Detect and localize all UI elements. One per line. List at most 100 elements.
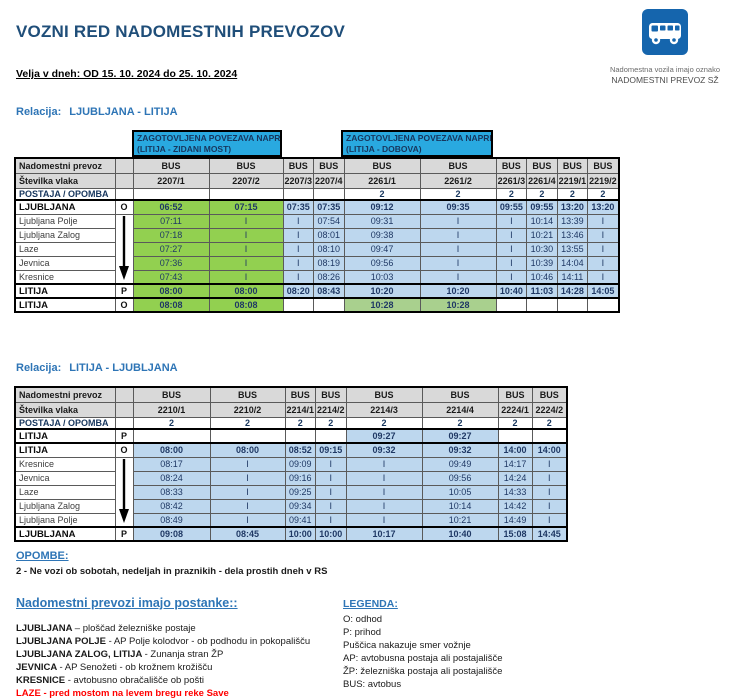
bus-header-cell: BUS — [421, 386, 499, 403]
time-cell: 08:49 — [132, 512, 211, 528]
timetable-row: Jevnica 07:36 I I 08:19 09:56 I I 10:39 14:04 I — [14, 255, 620, 271]
time-cell — [497, 428, 533, 444]
bus-header-cell: BUS — [132, 157, 210, 174]
time-cell: 10:17 — [345, 526, 423, 542]
time-cell: I — [587, 255, 620, 271]
time-cell: 08:00 — [132, 283, 210, 299]
table-ljubljana-litija-wrap: ZAGOTOVLJENA POVEZAVA NAPREJ: (LITIJA - Z… — [14, 130, 620, 313]
bus-header-cell: BUS — [345, 386, 423, 403]
station-cell: LJUBLJANA — [14, 526, 116, 542]
note-cell — [132, 187, 210, 201]
time-cell: 07:43 — [132, 269, 210, 285]
time-cell: 07:36 — [132, 255, 210, 271]
time-cell: I — [419, 269, 497, 285]
logo-caption-line1: Nadomestna vozila imajo oznako — [609, 65, 721, 74]
time-cell: 08:00 — [132, 442, 211, 458]
time-cell — [531, 428, 568, 444]
time-cell: 08:08 — [132, 297, 210, 313]
time-cell: I — [495, 269, 528, 285]
note-cell: 2 — [315, 416, 347, 430]
time-cell: 07:35 — [282, 199, 315, 215]
stop-item: LJUBLJANA ZALOG, LITIJA - Zunanja stran … — [16, 648, 310, 661]
time-cell: 13:20 — [556, 199, 589, 215]
header-train-number-label: Številka vlaka — [14, 172, 116, 189]
train-number-cell: 2210/1 — [132, 401, 211, 418]
stops-section-title: Nadomestni prevozi imajo postanke:: — [16, 596, 238, 610]
header-mark-spacer — [114, 157, 134, 174]
time-cell: I — [587, 227, 620, 243]
time-cell: I — [587, 269, 620, 285]
note-mark-spacer — [114, 416, 134, 430]
bus-header-cell: BUS — [209, 386, 286, 403]
direction-arrow-cell — [114, 213, 134, 285]
station-cell: LITIJA — [14, 442, 116, 458]
timetable-row: Ljubljana Polje 07:11 I I 07:54 09:31 I I 10:14 1… — [14, 213, 620, 285]
stop-item: LJUBLJANA – ploščad železniške postaje — [16, 622, 310, 635]
timetable-row: Kresnice 07:43 I I 08:26 10:03 I I 10:46 14:11 I — [14, 269, 620, 285]
time-cell: 13:55 — [556, 241, 589, 257]
station-cell: Kresnice — [14, 456, 116, 472]
timetable-row: LJUBLJANA O 06:52 07:15 07:35 07:35 09:12 09:35… — [14, 199, 620, 215]
time-cell: 09:32 — [421, 442, 499, 458]
time-cell: 08:08 — [208, 297, 284, 313]
note-cell: 2 — [587, 187, 620, 201]
note-cell: 2 — [345, 416, 423, 430]
time-cell: I — [208, 255, 284, 271]
time-cell: I — [209, 470, 286, 486]
timetable-row: LJUBLJANA P 09:08 08:45 10:00 10:00 10:17 10:40… — [14, 526, 568, 542]
time-cell: 14:33 — [497, 484, 533, 500]
time-cell: 08:19 — [313, 255, 345, 271]
legend-item: O: odhod — [343, 614, 383, 625]
time-cell: 08:52 — [284, 442, 317, 458]
guaranteed-connection-banner: ZAGOTOVLJENA POVEZAVA NAPREJ: (LITIJA - D… — [341, 130, 493, 157]
time-cell: I — [419, 213, 497, 229]
table-litija-ljubljana-wrap: Nadomestni prevoz BUS BUS BUS BUS BUS BUS BUS BU… — [14, 386, 569, 542]
time-cell — [526, 297, 558, 313]
time-cell: I — [282, 213, 315, 229]
stop-description: - Zunanja stran ŽP — [144, 649, 224, 660]
time-cell: 09:08 — [132, 526, 211, 542]
station-cell: Ljubljana Zalog — [14, 498, 116, 514]
stop-description: – ploščad železniške postaje — [74, 623, 196, 634]
time-cell: I — [208, 241, 284, 257]
timetable-row: LITIJA O 08:00 08:00 08:52 09:15 09:32 09:32 14:… — [14, 442, 568, 458]
bus-header-cell: BUS — [556, 157, 589, 174]
relation-heading-litija-ljubljana: Relacija: LITIJA - LJUBLJANA — [16, 362, 178, 374]
time-cell: 09:56 — [421, 470, 499, 486]
time-cell: I — [495, 213, 528, 229]
station-note-label: POSTAJA / OPOMBA — [14, 187, 116, 201]
time-cell: 10:05 — [421, 484, 499, 500]
train-number-cell: 2219/2 — [587, 172, 620, 189]
note-cell: 2 — [284, 416, 317, 430]
legend-list: O: odhod P: prihod Puščica nakazuje smer v… — [343, 613, 503, 691]
bus-sign-icon — [642, 9, 688, 55]
station-cell: LJUBLJANA — [14, 199, 116, 215]
time-cell: 09:16 — [284, 470, 317, 486]
stop-item: KRESNICE - avtobusno obračališče ob pošt… — [16, 674, 310, 687]
departure-arrival-mark-cell: O — [114, 442, 134, 458]
departure-arrival-mark-cell: O — [114, 199, 134, 215]
validity-dates: Velja v dneh: OD 15. 10. 2024 do 25. 10.… — [16, 68, 238, 80]
time-cell: I — [419, 255, 497, 271]
timetable-row: Jevnica 08:24 I 09:16 I I 09:56 14:24 I — [14, 470, 568, 486]
note-cell — [313, 187, 345, 201]
timetable-row: Laze 07:27 I I 08:10 09:47 I I 10:30 13:55 I — [14, 241, 620, 257]
direction-arrow-cell — [114, 456, 134, 528]
time-cell: I — [345, 498, 423, 514]
time-cell: 10:14 — [526, 213, 558, 229]
relation-label: Relacija: — [16, 106, 62, 118]
legend-item: AP: avtobusna postaja ali postajališče — [343, 653, 503, 664]
train-number-cell: 2224/1 — [497, 401, 533, 418]
time-cell: I — [587, 213, 620, 229]
timetable-row: Ljubljana Zalog 07:18 I I 08:01 09:38 I I 10:21 1… — [14, 227, 620, 243]
time-cell: 14:49 — [497, 512, 533, 528]
time-cell: 10:20 — [419, 283, 497, 299]
stop-name: LJUBLJANA ZALOG, LITIJA — [16, 649, 145, 660]
time-cell: I — [282, 227, 315, 243]
time-cell: 10:40 — [495, 283, 528, 299]
time-cell: I — [495, 241, 528, 257]
bus-header-cell: BUS — [526, 157, 558, 174]
time-cell: I — [495, 227, 528, 243]
time-cell — [556, 297, 589, 313]
timetable-row: Laze 08:33 I 09:25 I I 10:05 14:33 I — [14, 484, 568, 500]
